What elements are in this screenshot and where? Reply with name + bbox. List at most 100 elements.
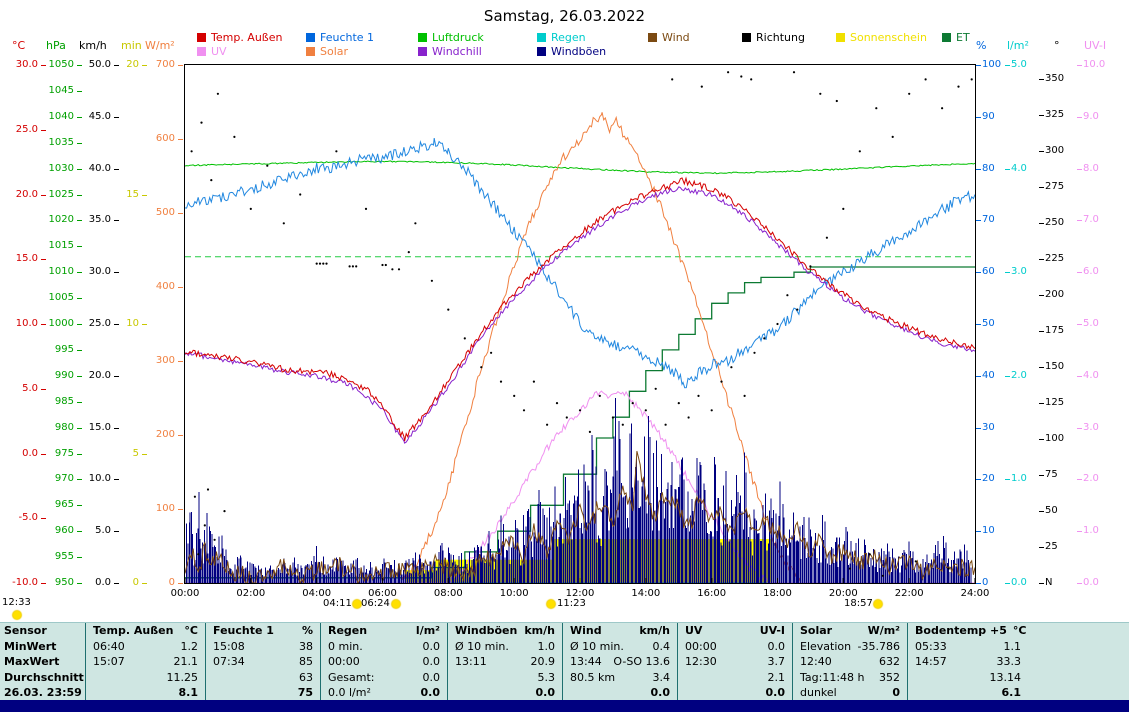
axis-tick-deg — [1039, 187, 1044, 189]
axis-tick-lm2 — [1005, 375, 1010, 377]
axis-tick-deg — [1039, 511, 1044, 513]
stats-header-row: Windböen km/h — [448, 623, 562, 639]
x-axis-label: 20:00 — [828, 588, 858, 599]
axis-tick-label-uvi: 6.0 — [1083, 266, 1099, 278]
axis-tick-label-min: 20 — [126, 59, 139, 70]
axis-tick-kmh — [114, 427, 119, 429]
axis-tick-wm2 — [178, 65, 183, 66]
stats-cell-time: 13:44 — [570, 655, 602, 669]
axis-tick-label-pct: 20 — [982, 473, 995, 485]
x-axis-label: 12:00 — [565, 588, 595, 599]
axis-tick-lm2 — [1005, 479, 1010, 481]
stats-cell-value: 5.3 — [537, 670, 556, 684]
stats-row: 00:00 0.0 — [321, 654, 447, 670]
stats-cell-time: 0 min. — [328, 639, 363, 653]
axis-tick-kmh — [114, 479, 119, 481]
axis-tick-label-min: 10 — [126, 318, 139, 329]
stats-cell-value: 3.4 — [652, 670, 671, 684]
stats-cell-value: 0.0 — [650, 686, 671, 700]
legend-item-et: ET — [942, 31, 1002, 44]
axis-tick-label-kmh: 45.0 — [88, 110, 111, 122]
axis-tick-label-kmh: 50.0 — [88, 59, 111, 70]
axis-tick-hpa — [77, 349, 82, 351]
stats-row: 06:40 1.2 — [86, 639, 205, 655]
axis-tick-label-hpa: 980 — [54, 421, 74, 433]
stats-row: 75 — [206, 685, 320, 701]
axis-tick-label-hpa: 1000 — [48, 318, 74, 329]
stats-row-label: Durchschnitt — [4, 670, 84, 684]
stats-row-label: MaxWert — [4, 655, 60, 669]
axis-tick-hpa — [77, 116, 82, 118]
stats-header-row: Solar W/m² — [793, 623, 907, 639]
stats-cell-time: 80.5 km — [570, 670, 616, 684]
stats-header-row: UV UV-I — [678, 623, 792, 639]
stats-row: 11.25 — [86, 670, 205, 686]
stats-col-regen: Regen l/m² 0 min. 0.0 00:00 0.0 Gesamt: 0.0 0.0 … — [320, 623, 447, 701]
axis-tick-label-uvi: 5.0 — [1083, 318, 1099, 329]
stats-sensor-unit: W/m² — [867, 624, 900, 638]
stats-row-label: Sensor — [4, 624, 47, 638]
axis-tick-label-pct: 0 — [982, 577, 989, 588]
stats-row-label: MinWert — [4, 639, 57, 653]
axis-tick-label-deg: 325 — [1045, 109, 1065, 121]
axis-tick-temp — [41, 388, 46, 390]
axis-tick-label-uvi: 2.0 — [1083, 473, 1099, 485]
stats-row-label: 26.03. 23:59 — [4, 686, 82, 700]
axis-unit-deg: ° — [1054, 39, 1060, 52]
axis-tick-hpa — [77, 505, 82, 507]
axis-tick-label-deg: 175 — [1045, 325, 1065, 337]
stats-cell-value: 352 — [879, 670, 900, 684]
stats-row: 13:11 20.9 — [448, 654, 562, 670]
legend-swatch-et — [942, 33, 951, 42]
stats-row: 0.0 l/m² 0.0 — [321, 685, 447, 701]
legend-swatch-uv — [197, 47, 206, 56]
x-axis-label: 00:00 — [170, 588, 200, 599]
axis-tick-hpa — [77, 401, 82, 403]
axis-tick-wm2 — [178, 213, 183, 214]
axis-tick-label-temp: 25.0 — [15, 123, 38, 135]
axis-tick-label-lm2: 5.0 — [1011, 59, 1027, 70]
stats-cell-value: 21.1 — [173, 655, 199, 669]
axis-tick-uvi — [1077, 479, 1082, 481]
stats-cell-time: Tag:11:48 h — [800, 670, 865, 684]
axis-tick-label-uvi: 3.0 — [1083, 421, 1099, 433]
axis-tick-label-hpa: 960 — [54, 525, 74, 537]
x-axis-label: 10:00 — [499, 588, 529, 599]
stats-cell-value: 2.1 — [767, 670, 786, 684]
axis-tick-lm2 — [1005, 583, 1010, 584]
weather-chart-svg — [185, 71, 975, 583]
axis-tick-label-hpa: 1025 — [48, 188, 74, 200]
stats-cell-time: 00:00 — [685, 639, 717, 653]
legend-label: Windböen — [551, 45, 607, 58]
legend-item-wind: Wind — [648, 31, 742, 44]
axis-tick-label-deg: 100 — [1045, 433, 1065, 445]
axis-tick-label-deg: 300 — [1045, 145, 1065, 157]
axis-unit-min: min — [121, 39, 142, 52]
stats-cell-value: 85 — [299, 655, 313, 669]
stats-cell-value: 1.1 — [1003, 639, 1022, 653]
axis-unit-wm2: W/m² — [145, 39, 175, 52]
axis-unit-uvi: UV-I — [1084, 39, 1107, 52]
stats-header-row: Temp. Außen °C — [86, 623, 205, 639]
stats-col-labels: Sensor MinWert MaxWert Durchschnitt 26.03. 2… — [0, 623, 85, 701]
footer-bar — [0, 700, 1129, 712]
stats-sensor-name: Wind — [570, 624, 602, 638]
series-et — [185, 266, 975, 579]
stats-cell-value: 632 — [879, 655, 900, 669]
x-axis-label: 22:00 — [894, 588, 924, 599]
axis-tick-label-uvi: 0.0 — [1083, 577, 1099, 588]
axis-tick-pct — [976, 65, 981, 66]
legend-swatch-regen — [537, 33, 546, 42]
stats-cell-value: 0 — [892, 686, 900, 700]
axis-tick-min — [142, 65, 147, 66]
axis-tick-label-temp: 10.0 — [15, 318, 38, 329]
axis-tick-uvi — [1077, 583, 1082, 584]
stats-row: 8.1 — [86, 685, 205, 701]
axis-tick-label-pct: 10 — [982, 525, 995, 537]
axis-tick-hpa — [77, 65, 82, 66]
legend-swatch-luftdruck — [418, 33, 427, 42]
axis-tick-deg — [1039, 367, 1044, 369]
stats-row: Ø 10 min. 0.4 — [563, 639, 677, 655]
stats-row: 12:40 632 — [793, 654, 907, 670]
axis-tick-hpa — [77, 272, 82, 274]
